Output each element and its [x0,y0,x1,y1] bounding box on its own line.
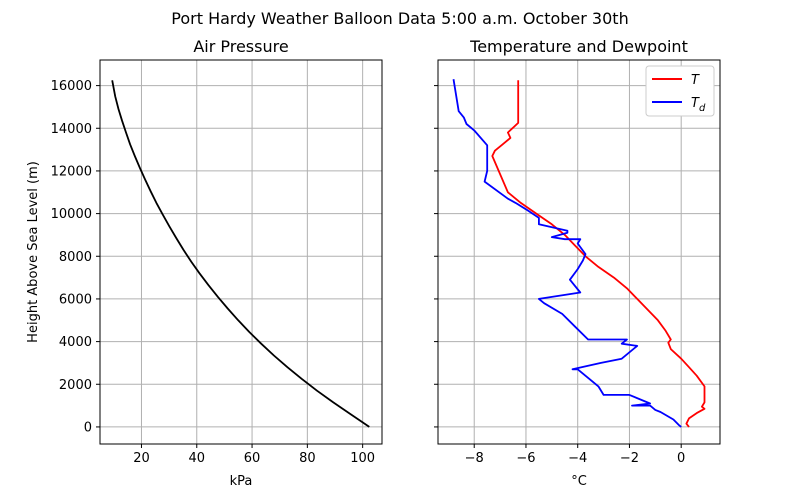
panel-temperature-dewpoint: Temperature and Dewpoint −8 −6 −4 −2 0 °C T … [434,37,721,489]
series-line-td [452,79,682,428]
figure-title: Port Hardy Weather Balloon Data 5:00 a.m… [171,9,628,28]
plot-frame-temperature-dewpoint [437,59,721,445]
y-tick-label: 12000 [51,164,92,179]
y-tick-label: 0 [84,420,92,435]
panel-air-pressure: Air Pressure 20 40 60 80 100 0 2000 4000 6000 800… [26,37,383,489]
grid-temperature-dewpoint [438,60,720,444]
x-axis-label-air-pressure: kPa [230,474,253,489]
x-tick-label: 0 [677,451,685,466]
panel-title-temperature-dewpoint: Temperature and Dewpoint [469,37,688,56]
series-group-temperature-dewpoint [452,79,706,428]
y-tick-label: 6000 [59,292,92,307]
ticks-temperature-dewpoint: −8 −6 −4 −2 0 [434,85,685,466]
y-tick-label: 10000 [51,207,92,222]
legend-label-td: Td [691,96,706,114]
x-tick-label: −8 [465,451,484,466]
x-tick-label: −2 [620,451,639,466]
x-tick-label: −4 [568,451,587,466]
legend-label-td-base: T [691,96,700,111]
y-tick-label: 4000 [59,335,92,350]
y-tick-label: 14000 [51,122,92,137]
y-tick-label: 8000 [59,250,92,265]
plot-frame-air-pressure [99,59,383,445]
legend-label-td-subscript: d [699,103,706,114]
ticks-air-pressure: 20 40 60 80 100 0 2000 4000 6000 8000 10000 12000 14… [51,79,375,466]
y-axis-label: Height Above Sea Level (m) [26,161,41,343]
x-tick-label: 80 [299,451,316,466]
grid-air-pressure [100,60,382,444]
series-line-t [491,80,706,428]
panel-title-air-pressure: Air Pressure [193,37,288,56]
series-line-pressure [111,80,370,428]
y-tick-label: 2000 [59,378,92,393]
x-tick-label: −6 [516,451,535,466]
x-tick-label: 40 [188,451,205,466]
x-tick-label: 60 [244,451,261,466]
x-tick-label: 20 [133,451,150,466]
legend: T Td [645,65,715,117]
y-tick-label: 16000 [51,79,92,94]
x-axis-label-temperature-dewpoint: °C [571,474,587,489]
series-group-air-pressure [111,80,370,428]
x-tick-label: 100 [350,451,375,466]
legend-label-t: T [691,73,700,88]
